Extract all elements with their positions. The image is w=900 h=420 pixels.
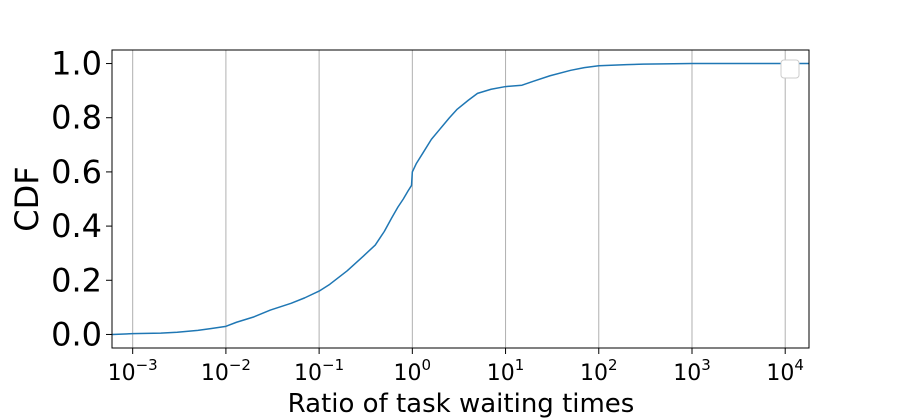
x-tick-base: 10 [673,361,701,386]
x-tick-label: 104 [766,356,804,386]
series-layer [111,62,809,336]
y-tick-label: 1.0 [51,45,102,83]
x-tick-exponent: 2 [608,356,618,374]
x-tick-base: 10 [580,361,608,386]
y-tick-label: 0.0 [51,315,102,353]
x-tick-exponent: −2 [229,356,251,374]
x-tick-exponent: 0 [422,356,432,374]
grid-layer [132,50,786,348]
x-tick-label: 10−1 [294,356,344,386]
x-tick-label: 102 [580,356,618,386]
x-tick-base: 10 [294,361,322,386]
x-tick-label: 103 [673,356,711,386]
cdf-series-line [111,62,809,336]
x-tick-exponent: −3 [136,356,158,374]
y-tick-label: 0.6 [51,153,102,191]
y-axis-title: CDF [8,166,46,231]
x-tick-exponent: 3 [701,356,711,374]
x-tick-label: 101 [487,356,525,386]
x-tick-label: 100 [394,356,432,386]
x-axis-title: Ratio of task waiting times [288,389,635,419]
tick-layer: 10−3 10−2 10−1 100 101 102 103 1040.00.20.40.60… [51,45,804,386]
x-tick-base: 10 [108,361,136,386]
x-tick-exponent: 4 [794,356,804,374]
y-tick-label: 0.4 [51,207,102,245]
x-tick-label: 10−3 [108,356,158,386]
legend-box [780,59,800,79]
y-tick-label: 0.8 [51,99,102,137]
x-tick-base: 10 [487,361,515,386]
x-tick-exponent: −1 [322,356,344,374]
x-tick-label: 10−2 [201,356,251,386]
x-tick-exponent: 1 [515,356,525,374]
x-tick-base: 10 [394,361,422,386]
x-tick-base: 10 [766,361,794,386]
axes-frame [111,49,810,349]
x-tick-base: 10 [201,361,229,386]
y-tick-label: 0.2 [51,261,102,299]
